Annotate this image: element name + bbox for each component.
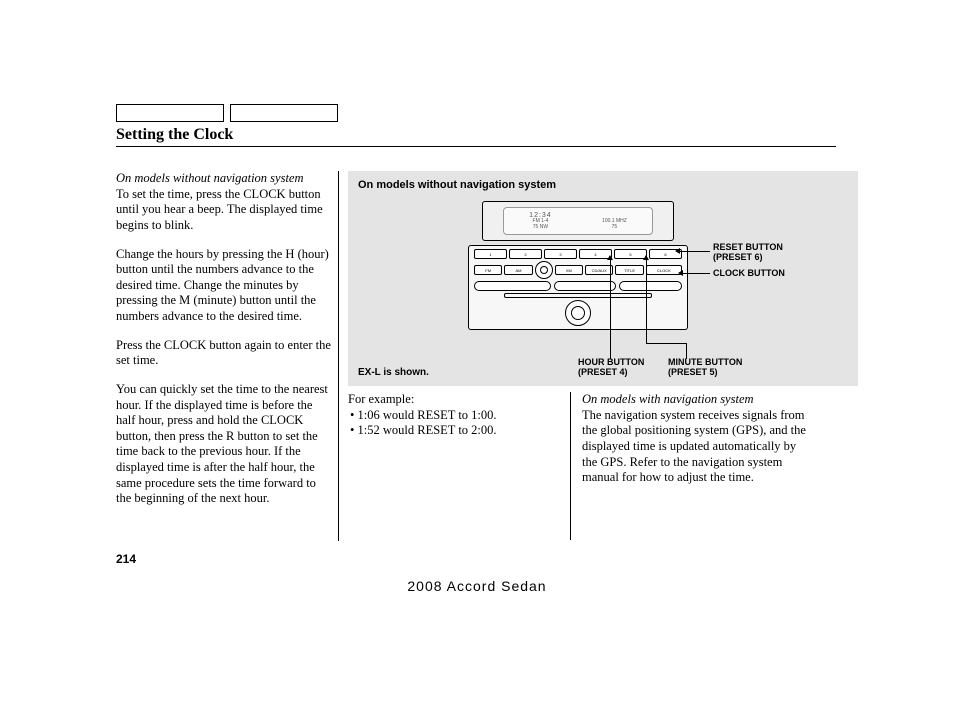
seek-left: [474, 281, 551, 291]
columns: On models without navigation system To se…: [116, 171, 836, 520]
column-1: On models without navigation system To se…: [116, 171, 332, 520]
figure-title: On models without navigation system: [358, 179, 556, 191]
col2-b2: 1:52 would RESET to 2:00.: [350, 423, 564, 439]
col2-lead: For example:: [348, 392, 564, 408]
col2-b1: 1:06 would RESET to 1:00.: [350, 408, 564, 424]
title-button: TITLE: [615, 265, 643, 275]
callout-hour: HOUR BUTTON (PRESET 4): [578, 358, 644, 378]
category-pill: [554, 281, 616, 291]
preset-2: 2: [509, 249, 542, 259]
display-temp-dir: 75 NW: [529, 225, 552, 231]
preset-1: 1: [474, 249, 507, 259]
reference-box-2: [230, 104, 338, 122]
callout-hour-b: (PRESET 4): [578, 368, 644, 378]
callout-clock-arrow: [678, 270, 683, 276]
col2-bullets: 1:06 would RESET to 1:00. 1:52 would RES…: [348, 408, 564, 439]
seek-right: [619, 281, 682, 291]
col1-intro-italic: On models without navigation system: [116, 171, 304, 185]
callout-minute-line-v2: [686, 343, 687, 359]
callout-minute-arrow: [643, 255, 649, 260]
header-reference-boxes: [116, 104, 836, 122]
title-rule: [116, 146, 836, 147]
display-temp2: 75: [602, 225, 627, 231]
volume-knob: [535, 261, 553, 279]
col3-intro-italic: On models with navigation system: [582, 392, 754, 406]
display-screen: 12:34 FM 1-4 75 NW 100.1 MHZ 75: [503, 207, 653, 235]
column-separator-1: [338, 171, 339, 541]
col1-p3: Press the CLOCK button again to enter th…: [116, 338, 332, 369]
seek-row: [474, 281, 682, 291]
figure-note: EX-L is shown.: [358, 367, 429, 378]
page-content: Setting the Clock On models without navi…: [116, 104, 836, 520]
callout-minute: MINUTE BUTTON (PRESET 5): [668, 358, 742, 378]
callout-reset: RESET BUTTON (PRESET 6): [713, 243, 783, 263]
fm-button: FM: [474, 265, 502, 275]
callout-hour-line: [610, 259, 611, 359]
col1-p1: To set the time, press the CLOCK button …: [116, 187, 323, 232]
xm-button: XM: [555, 265, 583, 275]
col3-body: The navigation system receives signals f…: [582, 408, 806, 485]
display-left: 12:34 FM 1-4 75 NW: [529, 212, 552, 231]
preset-row: 1 2 3 4 5 6: [474, 249, 682, 259]
col1-para-1: On models without navigation system To se…: [116, 171, 332, 234]
am-button: AM: [504, 265, 532, 275]
clock-button: CLOCK: [646, 265, 682, 275]
callout-hour-arrow: [607, 255, 613, 260]
radio-unit-illustration: 12:34 FM 1-4 75 NW 100.1 MHZ 75: [468, 201, 688, 330]
lower-columns: For example: 1:06 would RESET to 1:00. 1…: [348, 392, 836, 486]
col1-p4: You can quickly set the time to the near…: [116, 382, 332, 507]
column-right: On models without navigation system 12:3…: [348, 171, 836, 520]
tune-knob: [565, 300, 591, 326]
dashboard-figure: On models without navigation system 12:3…: [348, 171, 858, 386]
radio-display: 12:34 FM 1-4 75 NW 100.1 MHZ 75: [482, 201, 674, 241]
column-2: For example: 1:06 would RESET to 1:00. 1…: [348, 392, 564, 486]
callout-clock: CLOCK BUTTON: [713, 269, 785, 279]
footer-model: 2008 Accord Sedan: [0, 578, 954, 594]
reference-box-1: [116, 104, 224, 122]
disc-slot: [504, 293, 652, 298]
callout-reset-b: (PRESET 6): [713, 253, 783, 263]
radio-controls: 1 2 3 4 5 6 FM AM XM CD/AUX: [468, 245, 688, 330]
callout-reset-line: [680, 251, 710, 252]
preset-3: 3: [544, 249, 577, 259]
column-3: On models with navigation system The nav…: [582, 392, 814, 486]
source-row: FM AM XM CD/AUX TITLE CLOCK: [474, 261, 682, 279]
callout-minute-line-v: [646, 259, 647, 343]
callout-reset-arrow: [675, 248, 680, 254]
col1-p2: Change the hours by pressing the H (hour…: [116, 247, 332, 325]
callout-minute-line-h: [646, 343, 686, 344]
column-separator-2: [570, 392, 571, 540]
page-number: 214: [116, 552, 136, 566]
callout-clock-line: [683, 273, 710, 274]
page-title: Setting the Clock: [116, 126, 836, 146]
display-right: 100.1 MHZ 75: [602, 212, 627, 230]
callout-minute-b: (PRESET 5): [668, 368, 742, 378]
